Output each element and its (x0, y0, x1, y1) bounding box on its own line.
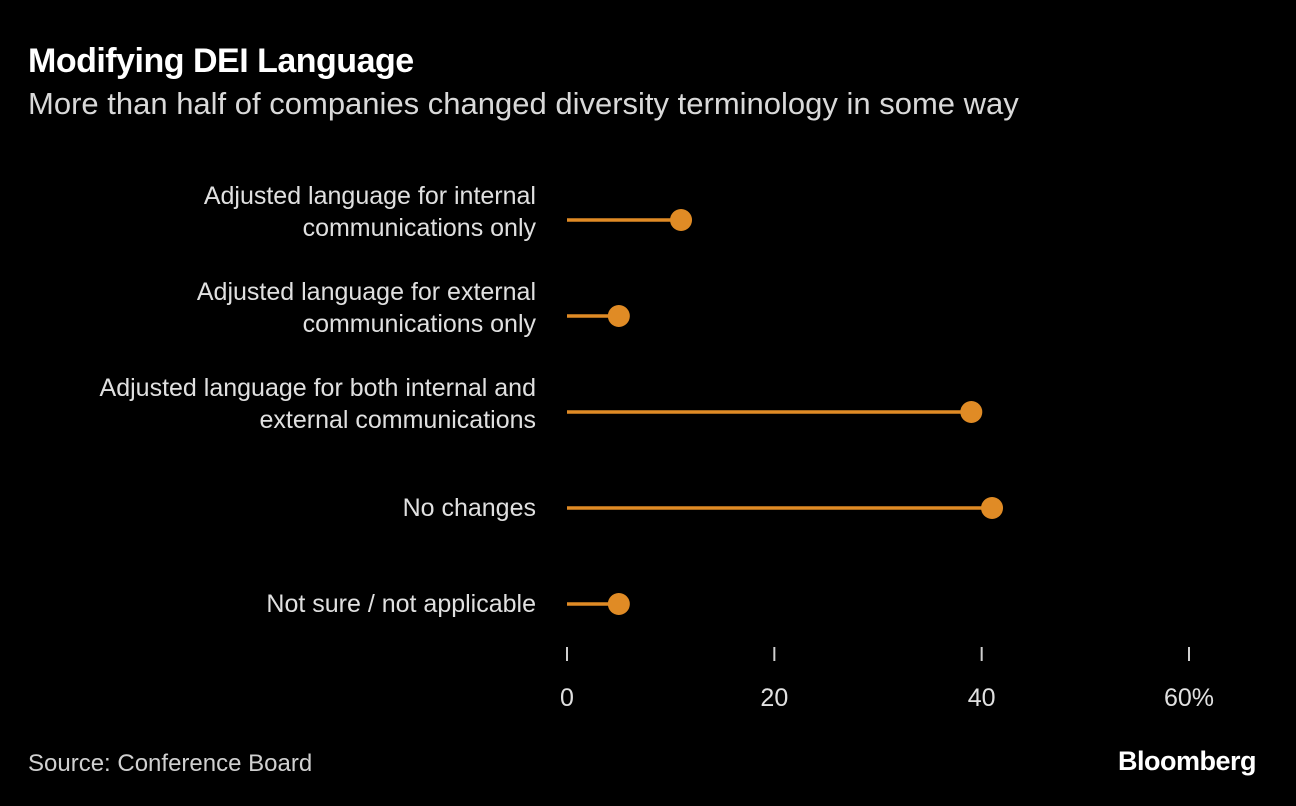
lollipop-dot (670, 209, 693, 231)
category-label: external communications (259, 406, 536, 434)
category-label: No changes (403, 494, 536, 522)
x-tick-label: 60% (1164, 684, 1214, 712)
bloomberg-logo: Bloomberg (1117, 746, 1257, 776)
x-tick-label: 40 (968, 684, 996, 712)
category-label: Not sure / not applicable (266, 590, 536, 618)
category-label: communications only (303, 310, 537, 338)
lollipop-dot (607, 305, 630, 327)
chart-title: Modifying DEI Language (28, 42, 414, 80)
category-label: Adjusted language for both internal and (100, 374, 536, 402)
x-tick-label: 0 (560, 684, 574, 712)
lollipop-dot (981, 497, 1004, 519)
category-label: communications only (303, 214, 537, 242)
chart-subtitle: More than half of companies changed dive… (28, 86, 1019, 121)
lollipop-dot (960, 401, 983, 423)
category-label: Adjusted language for external (197, 278, 536, 306)
category-label: Adjusted language for internal (204, 182, 536, 210)
lollipop-dot (607, 593, 630, 615)
source-note: Source: Conference Board (28, 750, 313, 777)
x-tick-label: 20 (760, 684, 788, 712)
